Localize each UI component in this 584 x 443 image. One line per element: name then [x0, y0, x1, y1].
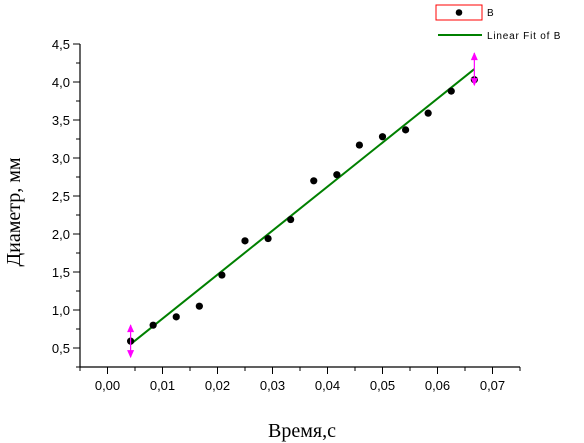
range-marker [127, 324, 135, 359]
y-tick-label: 1,0 [52, 303, 70, 318]
x-tick-label: 0,00 [95, 378, 120, 393]
y-tick-label: 0,5 [52, 341, 70, 356]
range-marker-arrow-down [470, 78, 478, 87]
y-tick-label: 3,5 [52, 113, 70, 128]
data-point [264, 234, 272, 243]
data-point [402, 126, 410, 134]
legend-label-fit: Linear Fit of B [487, 31, 561, 42]
data-point [195, 302, 203, 310]
data-point [424, 109, 432, 117]
range-marker-arrow-up [470, 52, 478, 61]
x-tick-label: 0,03 [260, 378, 285, 393]
y-tick-label: 1,5 [52, 265, 70, 280]
fit-line [129, 68, 475, 345]
legend-label-b: B [487, 8, 494, 19]
range-marker-arrow-up [127, 324, 135, 333]
legend-marker-b [455, 9, 463, 16]
data-point [447, 87, 455, 95]
x-tick-label: 0,05 [370, 378, 395, 393]
data-points [127, 76, 478, 345]
x-tick-label: 0,07 [480, 378, 505, 393]
data-point [218, 271, 226, 279]
x-tick-label: 0,06 [425, 378, 450, 393]
data-point [333, 171, 341, 179]
legend: B Linear Fit of B [435, 4, 561, 42]
y-tick-label: 4,0 [52, 75, 70, 90]
y-axis-title: Диаметр, мм [3, 157, 25, 266]
x-tick-label: 0,04 [315, 378, 340, 393]
data-point [310, 177, 318, 185]
y-tick-label: 3,0 [52, 151, 70, 166]
data-point [287, 215, 295, 224]
x-tick-label: 0,02 [205, 378, 230, 393]
x-ticks: 0,00 0,01 0,02 0,03 0,04 0,05 0,06 0,07 [79, 367, 521, 393]
range-markers [127, 52, 478, 359]
y-ticks: 0,5 1,0 1,5 2,0 2,5 3,0 3,5 4,0 4,5 [52, 37, 80, 368]
y-tick-label: 2,0 [52, 227, 70, 242]
y-tick-label: 4,5 [52, 37, 70, 52]
legend-symbol-frame [435, 4, 483, 21]
range-marker-arrow-down [127, 350, 135, 359]
x-tick-label: 0,01 [150, 378, 175, 393]
range-marker [470, 52, 478, 87]
data-point [241, 237, 249, 245]
y-tick-label: 2,5 [52, 189, 70, 204]
fit-line-group [129, 68, 475, 345]
data-point [378, 133, 387, 141]
data-point [149, 321, 157, 329]
x-axis-title: Время,с [268, 420, 336, 442]
data-point [355, 141, 363, 149]
data-point [172, 313, 180, 321]
